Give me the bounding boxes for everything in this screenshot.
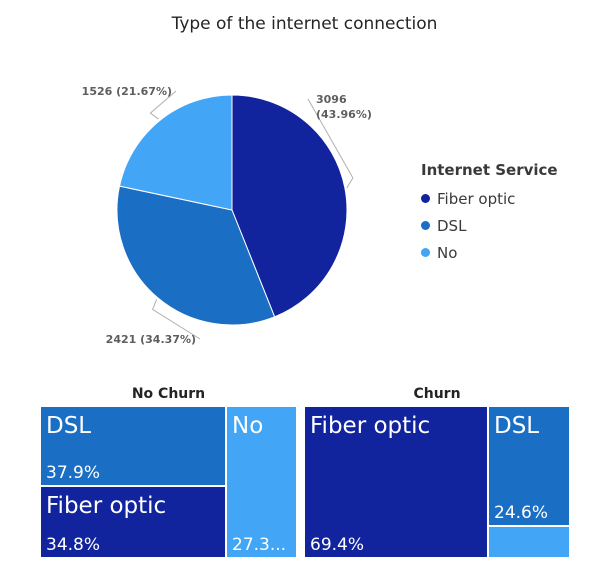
tile-value: 27.3... [232,535,287,555]
legend-label: DSL [437,216,467,235]
legend: Internet Service Fiber optic DSL No [421,161,558,266]
legend-item-dsl[interactable]: DSL [421,212,558,239]
treemap-title-churn: Churn [413,386,461,402]
legend-item-fiber-optic[interactable]: Fiber optic [421,185,558,212]
legend-label: Fiber optic [437,189,516,208]
tile-value: 34.8% [46,535,101,555]
legend-title: Internet Service [421,161,558,179]
treemap-tile-fiber-optic[interactable]: Fiber optic 34.8% [40,486,226,558]
tile-value: 69.4% [310,535,365,555]
legend-marker-no [421,248,430,257]
tile-name: No [232,413,264,439]
leader-line-dsl [151,299,201,340]
pie-slice-no[interactable] [118,94,233,211]
treemap-tile-no[interactable] [488,526,570,558]
treemap-title-no-churn: No Churn [131,386,206,402]
tile-name: Fiber optic [46,493,167,519]
treemap-tile-fiber-optic[interactable]: Fiber optic 69.4% [304,406,488,558]
treemap-tile-no[interactable]: No 27.3... [226,406,297,558]
legend-label: No [437,243,458,262]
pie-slice-dsl[interactable] [116,185,276,326]
data-label-dsl: 2421 (34.37%) [106,333,196,346]
legend-item-no[interactable]: No [421,239,558,266]
treemap-tile-dsl[interactable]: DSL 37.9% [40,406,226,486]
leader-line-fiber-optic [307,98,354,189]
tile-value: 24.6% [494,503,549,523]
pie-slice-fiber-optic[interactable] [231,94,348,318]
chart-title: Type of the internet connection [171,14,438,34]
tile-name: Fiber optic [310,413,431,439]
legend-marker-fiber-optic [421,194,430,203]
treemap-tile-dsl[interactable]: DSL 24.6% [488,406,570,526]
tile-value: 37.9% [46,463,101,483]
leader-line-no [149,90,177,120]
tile-name: DSL [494,413,540,439]
legend-marker-dsl [421,221,430,230]
tile-name: DSL [46,413,92,439]
data-label-no: 1526 (21.67%) [82,85,172,98]
data-label-fiber-optic: 3096 (43.96%) [316,93,372,121]
pie-chart: 3096 (43.96%) 2421 (34.37%) 1526 (21.67%) [82,85,372,346]
